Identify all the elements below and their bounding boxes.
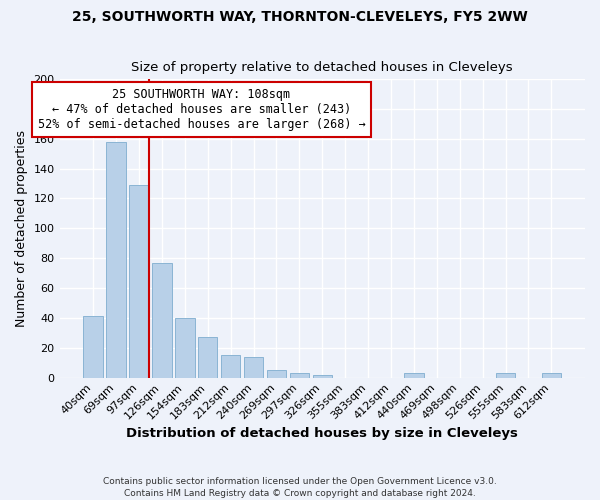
Text: Contains HM Land Registry data © Crown copyright and database right 2024.: Contains HM Land Registry data © Crown c… xyxy=(124,488,476,498)
Text: 25, SOUTHWORTH WAY, THORNTON-CLEVELEYS, FY5 2WW: 25, SOUTHWORTH WAY, THORNTON-CLEVELEYS, … xyxy=(72,10,528,24)
X-axis label: Distribution of detached houses by size in Cleveleys: Distribution of detached houses by size … xyxy=(127,427,518,440)
Bar xyxy=(129,185,149,378)
Bar xyxy=(404,373,424,378)
Bar xyxy=(542,373,561,378)
Bar xyxy=(244,356,263,378)
Bar xyxy=(221,355,241,378)
Bar xyxy=(267,370,286,378)
Bar xyxy=(175,318,194,378)
Bar xyxy=(290,373,309,378)
Y-axis label: Number of detached properties: Number of detached properties xyxy=(15,130,28,327)
Bar xyxy=(152,262,172,378)
Bar xyxy=(106,142,126,378)
Bar xyxy=(83,316,103,378)
Title: Size of property relative to detached houses in Cleveleys: Size of property relative to detached ho… xyxy=(131,60,513,74)
Bar xyxy=(313,374,332,378)
Text: 25 SOUTHWORTH WAY: 108sqm
← 47% of detached houses are smaller (243)
52% of semi: 25 SOUTHWORTH WAY: 108sqm ← 47% of detac… xyxy=(38,88,365,131)
Bar xyxy=(198,338,217,378)
Text: Contains public sector information licensed under the Open Government Licence v3: Contains public sector information licen… xyxy=(103,477,497,486)
Bar xyxy=(496,373,515,378)
